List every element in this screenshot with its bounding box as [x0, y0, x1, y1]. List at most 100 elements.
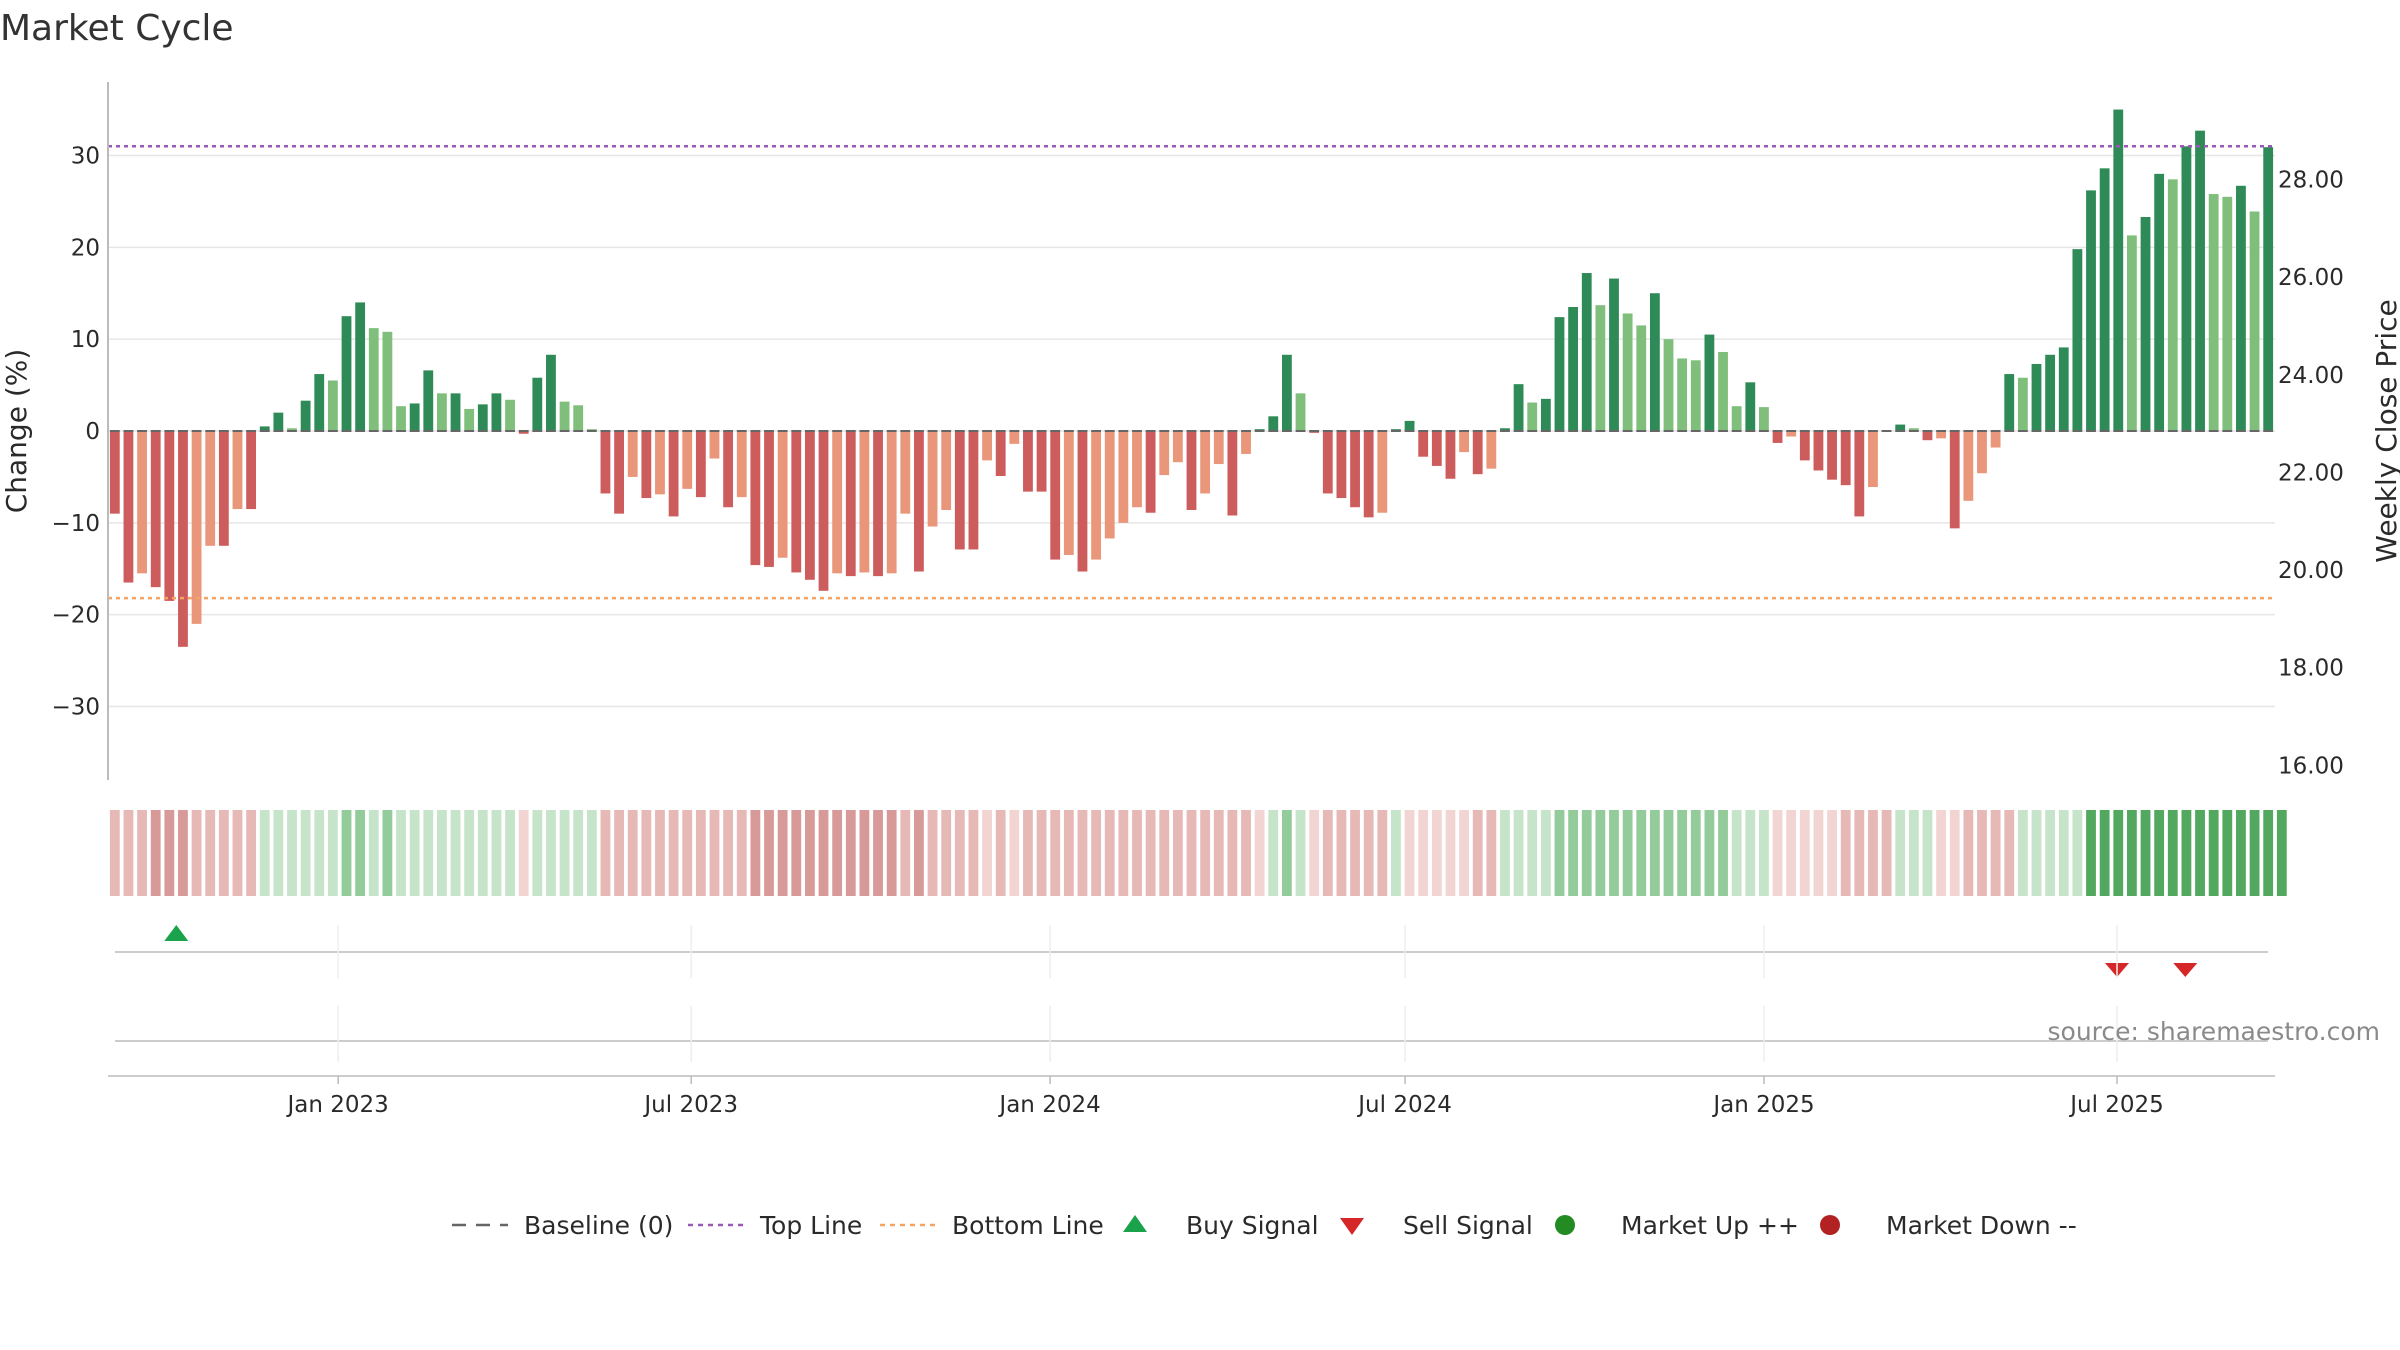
regime-cell — [1908, 810, 1919, 896]
regime-cell — [2099, 810, 2110, 896]
bar — [736, 431, 747, 498]
bar — [2140, 217, 2151, 431]
regime-cell — [682, 810, 693, 896]
bar — [1268, 416, 1279, 431]
legend-label: Market Up ++ — [1621, 1211, 1799, 1240]
regime-cell — [2017, 810, 2028, 896]
bar — [409, 403, 420, 431]
bar — [668, 431, 679, 517]
bar — [2263, 147, 2274, 432]
bar — [1091, 431, 1102, 560]
y-tick-label: −10 — [51, 511, 100, 537]
bar — [1581, 273, 1592, 431]
bar — [968, 431, 979, 550]
bar — [382, 331, 393, 431]
regime-cell — [954, 810, 965, 896]
regime-cell — [1023, 810, 1033, 896]
bar — [941, 431, 952, 510]
bar — [1731, 406, 1742, 431]
bar — [2222, 196, 2233, 431]
y2-tick-label: 24.00 — [2278, 363, 2344, 389]
bar — [2045, 354, 2056, 431]
regime-cell — [1527, 810, 1538, 896]
regime-cell — [1772, 810, 1783, 896]
legend-label: Sell Signal — [1403, 1211, 1533, 1240]
bar — [300, 400, 311, 431]
regime-cell — [1186, 810, 1197, 896]
bar — [532, 377, 543, 431]
bar — [1786, 431, 1797, 437]
bar — [1840, 431, 1851, 486]
bar — [1704, 334, 1715, 431]
legend-swatch — [1340, 1218, 1364, 1235]
regime-cell — [1104, 810, 1115, 896]
bar — [1036, 431, 1047, 492]
bar — [1459, 431, 1469, 453]
legend-label: Bottom Line — [952, 1211, 1104, 1240]
bar — [1554, 317, 1565, 431]
regime-cell — [2140, 810, 2151, 896]
bar — [505, 399, 515, 431]
regime-cell — [1690, 810, 1701, 896]
regime-cell — [1486, 810, 1497, 896]
regime-cell — [2181, 810, 2192, 896]
regime-cell — [764, 810, 774, 896]
bar — [1404, 420, 1415, 431]
lower-panel — [108, 1040, 2275, 1077]
bar — [2195, 130, 2205, 431]
regime-cell — [1977, 810, 1987, 896]
bar — [1868, 431, 1878, 488]
bar — [1622, 313, 1633, 431]
regime-cell — [1159, 810, 1170, 896]
regime-cell — [1840, 810, 1851, 896]
regime-cell — [450, 810, 461, 896]
sell-signal-marker — [2173, 963, 2198, 977]
regime-cell — [518, 810, 529, 896]
regime-cell — [477, 810, 488, 896]
bar — [314, 374, 325, 431]
regime-cell — [2113, 810, 2124, 896]
bar — [804, 431, 815, 580]
bar — [1322, 431, 1333, 494]
regime-cell — [246, 810, 257, 896]
bar — [1227, 431, 1238, 516]
y2-tick-label: 16.00 — [2278, 753, 2344, 779]
buy-signal-marker — [164, 925, 189, 941]
bar — [1745, 382, 1756, 431]
regime-cell — [1636, 810, 1647, 896]
y-tick-label: 30 — [71, 143, 100, 169]
regime-cell — [995, 810, 1006, 896]
bar — [2167, 179, 2178, 431]
regime-cell — [2208, 810, 2219, 896]
bar — [845, 431, 856, 577]
bar — [368, 328, 379, 431]
bar — [1690, 360, 1701, 431]
bar — [137, 431, 147, 574]
regime-cell — [695, 810, 706, 896]
bar — [327, 380, 338, 431]
regime-cell — [232, 810, 243, 896]
regime-cell — [886, 810, 897, 896]
regime-cell — [2072, 810, 2083, 896]
bar — [2072, 249, 2083, 431]
regime-cell — [1936, 810, 1946, 896]
x-tick-label: Jul 2023 — [642, 1092, 738, 1118]
regime-cell — [314, 810, 325, 896]
bar — [150, 431, 161, 588]
regime-cell — [627, 810, 638, 896]
regime-cell — [2195, 810, 2205, 896]
bar — [1663, 339, 1674, 431]
bar — [2249, 211, 2260, 431]
regime-cell — [982, 810, 992, 896]
bar — [1595, 305, 1606, 431]
bars — [109, 109, 2274, 647]
bar — [1908, 428, 1919, 431]
y-tick-label: 10 — [71, 327, 100, 353]
regime-cell — [968, 810, 979, 896]
bar — [1922, 431, 1933, 441]
regime-cell — [1540, 810, 1551, 896]
regime-cell — [2263, 810, 2274, 896]
bar — [1718, 352, 1728, 431]
bar — [2004, 374, 2015, 431]
regime-cell — [1895, 810, 1906, 896]
